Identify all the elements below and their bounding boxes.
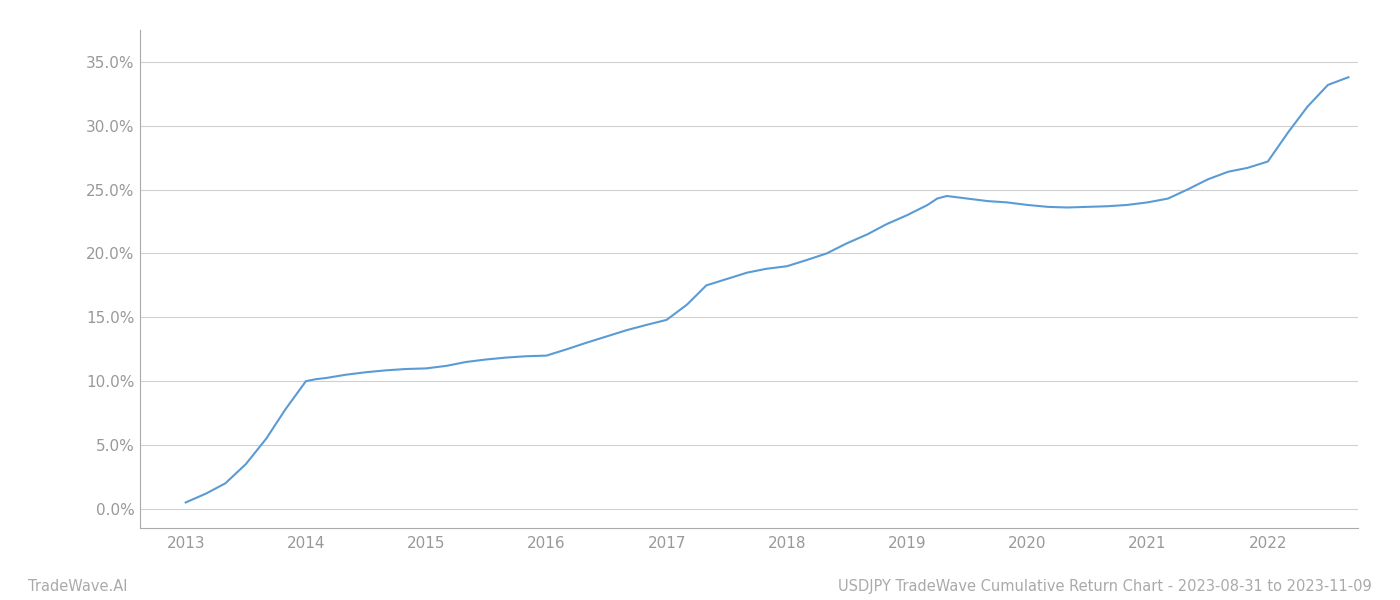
Text: USDJPY TradeWave Cumulative Return Chart - 2023-08-31 to 2023-11-09: USDJPY TradeWave Cumulative Return Chart… <box>839 579 1372 594</box>
Text: TradeWave.AI: TradeWave.AI <box>28 579 127 594</box>
